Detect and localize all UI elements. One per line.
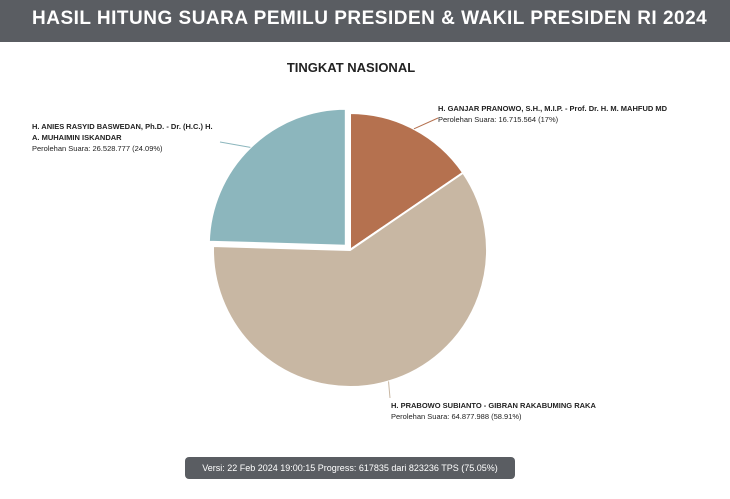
version-progress-bar: Versi: 22 Feb 2024 19:00:15 Progress: 61… xyxy=(185,457,515,479)
pie-slice-ganjar-mahfud xyxy=(349,111,465,252)
chart-title: TINGKAT NASIONAL xyxy=(286,60,416,75)
slice-label-ganjar-mahfud: H. GANJAR PRANOWO, S.H., M.I.P. - Prof. … xyxy=(438,103,667,125)
slice-label-name-line-2: A. MUHAIMIN ISKANDAR xyxy=(32,133,122,142)
leader-line xyxy=(388,381,391,399)
slice-label-name-line-1: H. ANIES RASYID BASWEDAN, Ph.D. - Dr. (H… xyxy=(32,122,213,131)
leader-line xyxy=(413,117,439,130)
page-header: HASIL HITUNG SUARA PEMILU PRESIDEN & WAK… xyxy=(0,0,730,42)
slice-label-votes: Perolehan Suara: 64.877.988 (58.91%) xyxy=(391,412,522,421)
slice-label-prabowo-gibran: H. PRABOWO SUBIANTO - GIBRAN RAKABUMING … xyxy=(391,400,596,422)
leader-line xyxy=(219,141,251,148)
slice-label-name: H. GANJAR PRANOWO, S.H., M.I.P. - Prof. … xyxy=(438,104,668,113)
pie-slice-anies-muhaimin xyxy=(207,107,347,247)
slice-label-votes: Perolehan Suara: 16.715.564 (17%) xyxy=(438,115,559,124)
slice-label-votes: Perolehan Suara: 26.528.777 (24.09%) xyxy=(32,144,163,153)
slice-label-anies-muhaimin: H. ANIES RASYID BASWEDAN, Ph.D. - Dr. (H… xyxy=(32,121,213,154)
slice-label-name: H. PRABOWO SUBIANTO - GIBRAN RAKABUMING … xyxy=(391,401,596,410)
pie-slice-prabowo-gibran xyxy=(212,171,488,388)
page-title: HASIL HITUNG SUARA PEMILU PRESIDEN & WAK… xyxy=(32,8,708,29)
